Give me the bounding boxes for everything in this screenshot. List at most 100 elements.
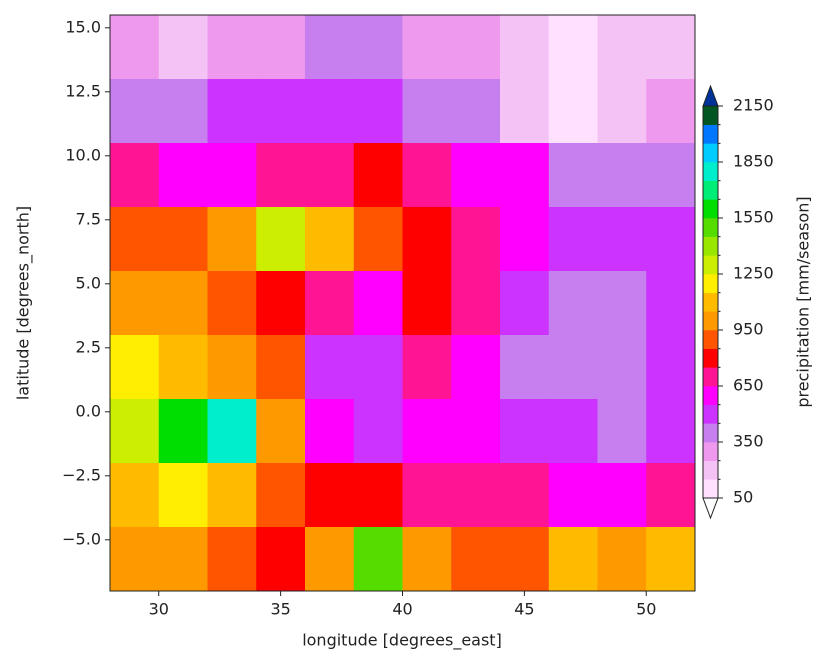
cell [353,207,403,272]
cell [500,271,550,336]
cell [207,271,257,336]
cell [207,527,257,592]
cell [353,399,403,464]
cell [402,79,452,144]
y-axis-label: latitude [degrees_north] [14,206,34,400]
cell [305,463,355,528]
cell [500,335,550,400]
cell [451,143,501,208]
colorbar-band [703,423,718,443]
colorbar-tick-label: 950 [733,320,764,339]
cell [548,271,598,336]
colorbar-band [703,292,718,312]
cell [256,79,306,144]
cell [305,15,355,80]
cell [451,271,501,336]
cell [451,399,501,464]
cell [158,335,208,400]
y-tick-label: −5.0 [62,529,101,548]
cell [402,143,452,208]
colorbar-band [703,367,718,387]
cell [353,143,403,208]
cell [597,207,647,272]
cell [597,271,647,336]
colorbar-band [703,386,718,405]
colorbar-band [703,311,718,331]
x-tick-label: 35 [270,600,290,619]
cell [548,207,598,272]
cell [158,271,208,336]
cell [353,271,403,336]
cell [402,15,452,80]
colorbar-tick-label: 1250 [733,264,774,283]
cell [256,399,306,464]
cell [646,143,696,208]
colorbar-band [703,255,718,275]
cell [207,463,257,528]
cell [207,79,257,144]
colorbar-extend-max [702,84,719,107]
cell [110,271,160,336]
cell [646,79,696,144]
cell [110,79,160,144]
cell [548,463,598,528]
cell [256,271,306,336]
cell [158,79,208,144]
cell [110,399,160,464]
cell [305,207,355,272]
cell [207,335,257,400]
cell [256,143,306,208]
cell [451,15,501,80]
cell [451,527,501,592]
y-tick-label: 10.0 [65,145,101,164]
cell [305,271,355,336]
colorbar-tick-label: 1550 [733,208,774,227]
cell [256,335,306,400]
cell [110,15,160,80]
cell [110,335,160,400]
cell [305,79,355,144]
cell [207,15,257,80]
colorbar-band [703,236,718,256]
cell [256,15,306,80]
colorbar-tick-label: 650 [733,376,764,395]
cell [158,399,208,464]
colorbar-band [703,143,718,163]
cell [110,527,160,592]
cell [597,15,647,80]
colorbar-tick-label: 1850 [733,152,774,171]
cell [548,527,598,592]
x-tick-label: 30 [149,600,169,619]
cell [110,143,160,208]
colorbar-label: precipitation [mm/season] [794,196,813,407]
y-tick-label: 7.5 [76,209,101,228]
cell [646,335,696,400]
cell [548,335,598,400]
colorbar-band [703,274,718,293]
colorbar-band [703,124,718,144]
colorbar-band [703,162,718,181]
x-tick-label: 45 [514,600,534,619]
cell [597,399,647,464]
raster [110,15,696,592]
cell [110,207,160,272]
cell [500,463,550,528]
cell [305,335,355,400]
cell [597,79,647,144]
cell [402,271,452,336]
x-axis-label: longitude [degrees_east] [302,631,502,651]
cell [110,463,160,528]
colorbar-frame [702,105,719,499]
cell [646,207,696,272]
cell [548,399,598,464]
cell [500,143,550,208]
y-tick-label: 5.0 [76,273,101,292]
cell [256,463,306,528]
cell [548,15,598,80]
cell [500,527,550,592]
cell [305,399,355,464]
y-tick-label: 2.5 [76,337,101,356]
cell [402,463,452,528]
cell [353,463,403,528]
